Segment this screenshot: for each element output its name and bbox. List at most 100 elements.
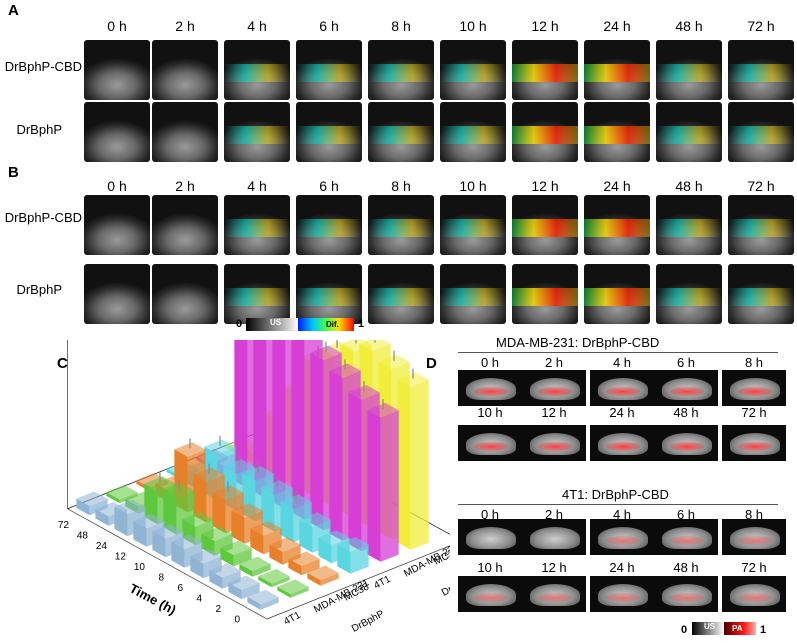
- panel-b-time-9: 72 h: [747, 178, 775, 194]
- panel-b-drbphp-overlay-5: [440, 288, 506, 306]
- panel-a-cbd-image-7: [584, 40, 650, 100]
- panel-d-image-3-3: [654, 576, 718, 612]
- colorbar-ab-max: 1: [358, 318, 365, 330]
- panel-b-cbd-image-2: [224, 195, 290, 255]
- panel-a-time-3: 6 h: [319, 18, 339, 34]
- panel-a-drbphp-overlay-9: [728, 126, 794, 144]
- panel-d-time-3-0: 10 h: [477, 560, 503, 575]
- panel-label-c: C: [57, 355, 68, 372]
- cell-label-0: 4T1: [282, 610, 303, 628]
- bar-4T1-DrBphP-t6-front: [190, 556, 204, 579]
- panel-d-image-3-2: [590, 576, 654, 612]
- colorbar-ab: US Dif.: [246, 318, 354, 331]
- bar-4T1-DrBphP-t1-front: [95, 509, 109, 526]
- panel-d-time-0-1: 2 h: [544, 355, 564, 370]
- panel-b-cbd-image-7: [584, 195, 650, 255]
- bar-MC38-DrBphP-t8-front: [288, 558, 302, 576]
- bar-MC38-DrBphP-t7-top: [269, 537, 301, 552]
- panel-d-pa-signal-0-1: [538, 387, 572, 396]
- panel-b-cbd-overlay-2: [224, 219, 290, 237]
- panel-label-a: A: [8, 2, 19, 19]
- bar-MC38-DrBphP-t4-front: [212, 492, 226, 534]
- bar-MDA-MB-231-DrBphP-t8-side: [271, 576, 290, 588]
- panel-d-title-4t1: 4T1: DrBphP-CBD: [562, 487, 669, 502]
- time-tick-label-7: 4: [196, 594, 202, 605]
- bar-MDA-MB-231-DrBphP-t6-front: [220, 547, 234, 567]
- bar-4T1-DrBphP-t8-side: [241, 582, 260, 600]
- panel-a-cbd-image-8: [656, 40, 722, 100]
- bar-MC38-DrBphP-CBD-t7-top: [359, 340, 391, 352]
- panel-a-time-2: 4 h: [247, 18, 267, 34]
- panel-d-image-2-4: [722, 519, 786, 555]
- panel-b-drbphp-image-2: [224, 264, 290, 324]
- colorbar-d-pa: PA: [732, 624, 743, 633]
- panel-d-image-1-4: [722, 425, 786, 461]
- bar-MDA-MB-231-DrBphP-t2-top: [144, 476, 176, 491]
- panel-b-drbphp-image-8: [656, 264, 722, 324]
- bar-4T1-DrBphP-t4-front: [152, 531, 166, 558]
- bar-4T1-DrBphP-CBD-t8-front: [318, 537, 332, 564]
- panel-a-drbphp-image-7: [584, 102, 650, 162]
- bar-4T1-DrBphP-t8-front: [228, 582, 242, 600]
- time-tick-label-6: 6: [177, 583, 183, 594]
- bar-MC38-DrBphP-t6-front: [250, 528, 264, 555]
- colorbar-d-min: 0: [681, 624, 688, 636]
- bar-4T1-DrBphP-CBD-t9-top: [337, 537, 369, 552]
- panel-b-time-2: 4 h: [247, 178, 267, 194]
- panel-d-pa-signal-0-2: [606, 387, 640, 396]
- panel-d-image-2-2: [590, 519, 654, 555]
- panel-d-pa-signal-2-4: [738, 536, 772, 545]
- panel-d-time-1-1: 12 h: [541, 405, 567, 420]
- panel-a-drbphp-overlay-4: [368, 126, 434, 144]
- panel-d-time-1-4: 72 h: [741, 405, 767, 420]
- time-tick-label-5: 8: [158, 573, 164, 584]
- panel-a-drbphp-overlay-2: [224, 126, 290, 144]
- panel-a-time-1: 2 h: [175, 18, 195, 34]
- panel-d-pa-signal-0-3: [670, 387, 704, 396]
- panel-d-time-3-3: 48 h: [673, 560, 699, 575]
- panel-d-pa-signal-1-4: [738, 442, 772, 451]
- panel-a-drbphp-image-8: [656, 102, 722, 162]
- panel-d-time-2-4: 8 h: [744, 507, 764, 522]
- panel-d-image-3-4: [722, 576, 786, 612]
- colorbar-ab-us: US: [270, 318, 282, 327]
- time-axis-title: Time (h): [127, 581, 178, 618]
- bar-MDA-MB-231-DrBphP-t9-top: [277, 579, 309, 595]
- panel-a-cbd-overlay-6: [512, 64, 578, 82]
- bar-MDA-MB-231-DrBphP-t2-front: [144, 483, 158, 525]
- panel-b-time-1: 2 h: [175, 178, 195, 194]
- panel-b-drbphp-overlay-3: [296, 288, 362, 306]
- panel-b-time-3: 6 h: [319, 178, 339, 194]
- bar-MDA-MB-231-DrBphP-CBD-t9-top: [367, 402, 399, 418]
- bar-MDA-MB-231-DrBphP-CBD-t6-front: [310, 352, 324, 531]
- bar-4T1-DrBphP-CBD-t6-top: [280, 494, 312, 509]
- panel-b-drbphp-overlay-4: [368, 288, 434, 306]
- time-tick-label-3: 12: [115, 552, 127, 563]
- bar-MDA-MB-231-DrBphP-t0-top: [106, 485, 138, 500]
- bar-MDA-MB-231-DrBphP-t3-front: [163, 490, 177, 535]
- bar-4T1-DrBphP-t7-side: [222, 570, 241, 589]
- panel-d-time-0-2: 4 h: [612, 355, 632, 370]
- panel-d-time-2-3: 6 h: [676, 507, 696, 522]
- bar-MC38-DrBphP-t5-top: [231, 503, 263, 518]
- panel-b-drbphp-image-0: [84, 264, 150, 324]
- bar-4T1-DrBphP-t5-top: [171, 534, 203, 550]
- panel-d-image-1-1: [522, 425, 586, 461]
- panel-d-tissue-2-0: [466, 527, 516, 549]
- panel-d-title-rule-1: [458, 352, 778, 353]
- panel-b-cbd-image-1: [152, 195, 218, 255]
- panel-a-cbd-image-9: [728, 40, 794, 100]
- panel-a-cbd-overlay-4: [368, 64, 434, 82]
- panel-d-time-3-2: 24 h: [609, 560, 635, 575]
- panel-b-drbphp-image-1: [152, 264, 218, 324]
- bar-MC38-DrBphP-t2-top: [174, 442, 206, 457]
- panel-a-cbd-image-0: [84, 40, 150, 100]
- panel-a-row-label-drbphp: DrBphP: [16, 122, 62, 137]
- panel-a-drbphp-overlay-6: [512, 126, 578, 144]
- panel-a-row-label-cbd: DrBphP-CBD: [4, 59, 82, 74]
- bar-MC38-DrBphP-t4-top: [212, 485, 244, 500]
- panel-b-cbd-overlay-9: [728, 219, 794, 237]
- panel-label-b: B: [8, 164, 19, 181]
- bar-MDA-MB-231-DrBphP-t6-side: [233, 547, 252, 567]
